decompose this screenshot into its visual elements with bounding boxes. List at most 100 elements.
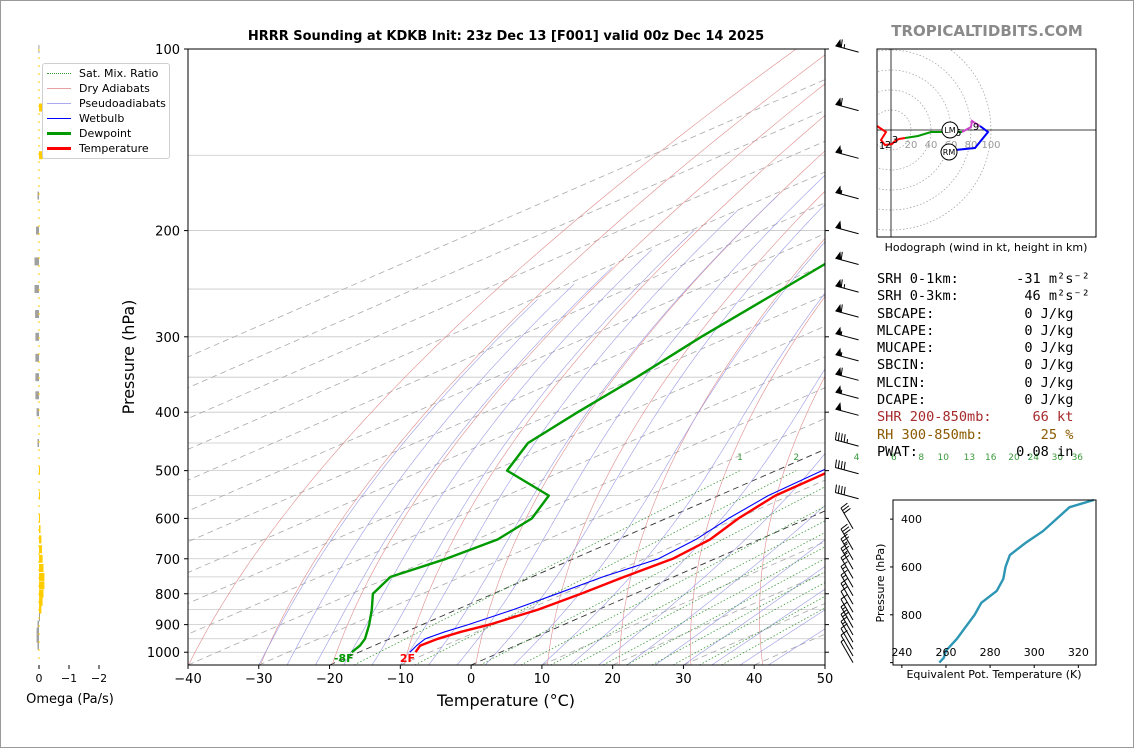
- stat-label: PWAT:: [877, 443, 1000, 460]
- hodograph-caption: Hodograph (wind in kt, height in km): [885, 241, 1088, 254]
- stat-value: 66 kt: [999, 409, 1074, 426]
- y-tick-label: 500: [155, 465, 180, 480]
- skewt-x-ticks: −40 −30 −20 −10 0 10 20 30 40 50: [174, 665, 833, 687]
- wind-barb: [835, 402, 859, 416]
- omega-bar: [34, 257, 39, 266]
- barb-full: [840, 485, 843, 495]
- dry-adiabat-line: [690, 295, 825, 665]
- barb-shaft: [840, 628, 854, 650]
- theta-e-y-axis-label: Pressure (hPa): [874, 544, 887, 623]
- theta-e-y-tick-label: 400: [901, 513, 922, 526]
- barb-full: [840, 552, 848, 559]
- mixing-ratio-label: 20: [1008, 453, 1020, 463]
- barb-full: [842, 611, 850, 618]
- legend-item-pseudoadiabats: Pseudoadiabats: [47, 96, 167, 111]
- barb-full: [840, 533, 848, 540]
- theta-e-plot: 240 260 280 300 320 400 600 800: [890, 498, 1095, 668]
- omega-bar: [39, 545, 42, 554]
- wind-barb: [840, 629, 854, 657]
- barb-full: [840, 623, 848, 629]
- omega-bar: [39, 554, 43, 563]
- y-tick-label: 300: [155, 331, 180, 346]
- brand-watermark: TROPICALTIDBITS.COM: [891, 22, 1083, 40]
- omega-bar: [36, 634, 39, 643]
- x-tick-label: 0: [467, 672, 475, 687]
- y-tick-label: 600: [155, 512, 180, 527]
- pseudoadiabat-line: [258, 299, 538, 665]
- wind-barb: [840, 608, 854, 636]
- wind-barb: [840, 578, 854, 605]
- omega-bar: [39, 151, 43, 160]
- barb-full: [834, 459, 838, 468]
- x-tick-label: −10: [387, 672, 414, 687]
- barb-flag: [835, 97, 842, 106]
- wind-barb: [835, 303, 859, 318]
- barb-full: [842, 505, 850, 512]
- barb-half: [840, 389, 843, 394]
- omega-bar: [39, 514, 40, 523]
- pseudoadiabat-line: [598, 452, 825, 665]
- pseudoadiabat-line: [513, 241, 825, 665]
- wind-barb: [840, 616, 854, 643]
- wind-barb: [840, 569, 854, 597]
- mixing-ratio-label: 4: [854, 453, 860, 463]
- omega-bar: [36, 408, 39, 417]
- barb-full: [843, 461, 846, 470]
- barb-full: [840, 601, 848, 608]
- storm-motion-marker: [941, 121, 959, 139]
- stat-row: MUCAPE: 0 J/kg: [877, 340, 1090, 357]
- hodograph-segment: [944, 125, 990, 152]
- omega-panel: [34, 45, 45, 665]
- wetbulb-trace: [409, 468, 825, 653]
- x-tick-label: 40: [746, 672, 763, 687]
- omega-bar: [37, 620, 39, 629]
- barb-full: [842, 545, 850, 552]
- legend: Sat. Mix. Ratio Dry Adiabats Pseudoadiab…: [42, 63, 170, 159]
- dry-adiabat-line: [331, 83, 825, 665]
- stat-row: SHR 200-850mb: 66 kt: [877, 409, 1090, 426]
- barb-shaft: [835, 45, 859, 53]
- mixing-ratio-label: 10: [937, 453, 949, 463]
- barb-half: [843, 44, 846, 49]
- stat-row: SBCAPE: 0 J/kg: [877, 306, 1090, 323]
- omega-bar: [39, 466, 40, 475]
- barb-full: [840, 616, 848, 622]
- barb-full: [840, 561, 848, 567]
- pseudoadiabat-line: [711, 588, 825, 665]
- hodograph-segment: [894, 137, 906, 142]
- dry-adiabat-line: [403, 115, 825, 665]
- omega-tick-label: −2: [91, 672, 107, 685]
- stat-value: 0 J/kg: [999, 340, 1074, 357]
- skewt-traces: [351, 262, 825, 654]
- stat-row: MLCAPE: 0 J/kg: [877, 323, 1090, 340]
- barb-shaft: [840, 528, 854, 551]
- hodograph-segment: [877, 124, 896, 147]
- barb-flag: [835, 38, 842, 48]
- isotherm-line: [188, 140, 825, 419]
- wind-barb: [835, 97, 859, 112]
- pseudoadiabat-line: [654, 539, 825, 665]
- pseudoadiabat-line: [570, 368, 825, 665]
- omega-bar: [35, 310, 39, 318]
- omega-bar: [39, 525, 41, 534]
- mixing-ratio-label: 2: [793, 453, 799, 463]
- y-tick-label: 1000: [147, 646, 180, 661]
- barb-half: [842, 566, 847, 570]
- omega-tick-label: −1: [61, 672, 77, 685]
- mixing-ratio-label: 30: [1052, 453, 1064, 463]
- stat-label: SBCAPE:: [877, 305, 1000, 322]
- stat-label: MLCAPE:: [877, 322, 1000, 339]
- stat-value: 0 J/kg: [999, 374, 1074, 391]
- pseudoadiabat-line: [371, 230, 695, 665]
- wind-barb: [840, 523, 854, 551]
- omega-bar: [39, 572, 45, 581]
- barb-shaft: [840, 641, 854, 663]
- barb-full: [840, 251, 843, 260]
- mixing-ratio-label: 24: [1028, 453, 1040, 463]
- mixing-ratio-line: [414, 470, 797, 665]
- barb-half: [843, 541, 848, 545]
- legend-item-dry-adiabats: Dry Adiabats: [47, 81, 167, 96]
- barb-half: [840, 149, 843, 154]
- wind-barb: [835, 326, 859, 341]
- stat-row: SBCIN: 0 J/kg: [877, 357, 1090, 374]
